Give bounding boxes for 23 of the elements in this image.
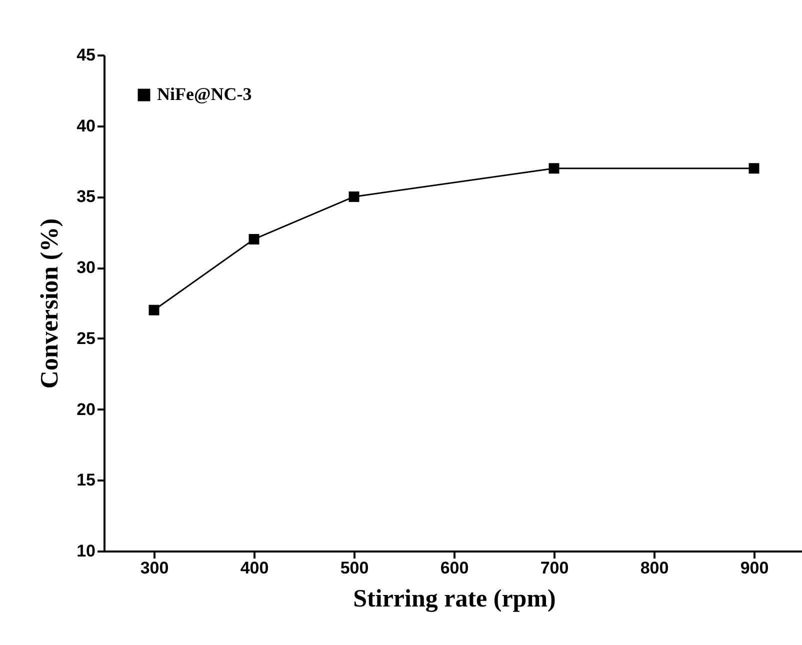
x-tick-label: 700: [540, 558, 569, 578]
x-tick-label: 500: [340, 558, 369, 578]
y-tick-label: 15: [76, 470, 96, 490]
y-tick-label: 10: [76, 542, 96, 560]
y-tick-label: 30: [76, 258, 96, 278]
x-tick-label: 900: [740, 558, 769, 578]
point: [248, 234, 260, 244]
point: [548, 163, 560, 174]
x-tick-label: 400: [240, 558, 269, 578]
x-axis-title: Stirring rate (rpm): [353, 586, 556, 612]
point: [348, 191, 360, 202]
point: [148, 304, 160, 316]
legend-label: NiFe@NC-3: [157, 84, 252, 104]
y-tick-label: 20: [76, 400, 96, 419]
x-tick-label: 600: [440, 558, 469, 578]
y-tick-label: 40: [76, 116, 96, 136]
x-tick-label: 300: [140, 558, 169, 578]
y-axis-title: Conversion (%): [36, 218, 64, 389]
point: [748, 163, 760, 174]
y-tick-label: 25: [76, 328, 96, 348]
x-tick-label: 800: [640, 558, 669, 578]
y-tick-label: 45: [76, 46, 96, 64]
y-tick-label: 35: [76, 187, 96, 206]
